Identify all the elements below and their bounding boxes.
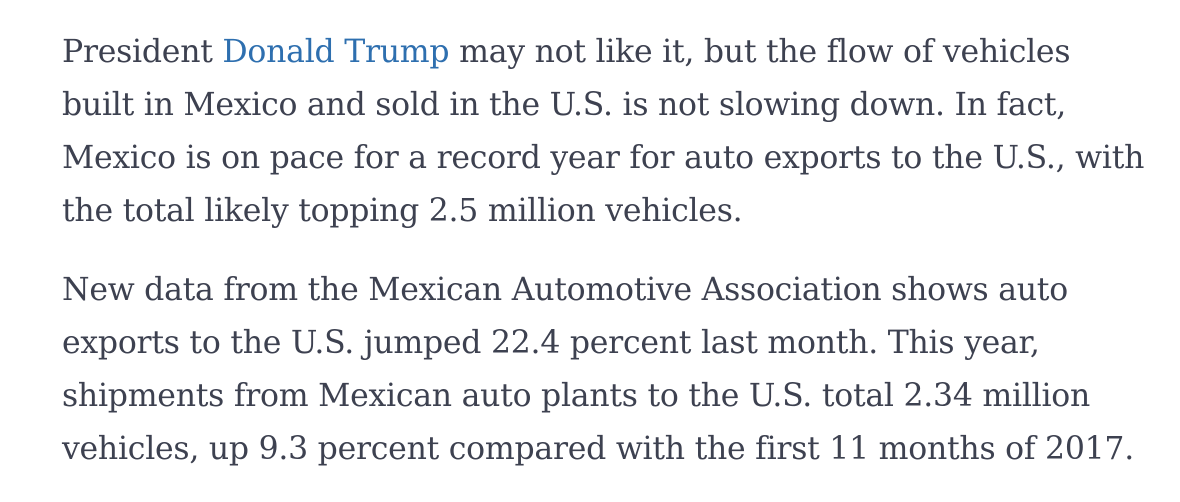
paragraph-1-line-4: the total likely topping 2.5 million veh…	[62, 193, 743, 229]
donald-trump-link[interactable]: Donald Trump	[222, 34, 450, 70]
paragraph-2-line-2: exports to the U.S. jumped 22.4 percent …	[62, 325, 1040, 361]
paragraph-2-line-1: New data from the Mexican Automotive Ass…	[62, 272, 1068, 308]
paragraph-1-line-2: built in Mexico and sold in the U.S. is …	[62, 87, 1067, 123]
paragraph-1-prefix: President	[62, 34, 223, 70]
paragraph-2-line-3: shipments from Mexican auto plants to th…	[62, 378, 1091, 414]
paragraph-1-suffix: may not like it, but the flow of vehicle…	[449, 34, 1071, 70]
paragraph-1-line-3: Mexico is on pace for a record year for …	[62, 140, 1145, 176]
article-body: President Donald Trump may not like it, …	[62, 26, 1162, 502]
paragraph-1: President Donald Trump may not like it, …	[62, 26, 1162, 238]
paragraph-1-line-1: President Donald Trump may not like it, …	[62, 26, 1162, 79]
paragraph-2: New data from the Mexican Automotive Ass…	[62, 264, 1162, 476]
paragraph-2-line-4: vehicles, up 9.3 percent compared with t…	[62, 431, 1134, 467]
